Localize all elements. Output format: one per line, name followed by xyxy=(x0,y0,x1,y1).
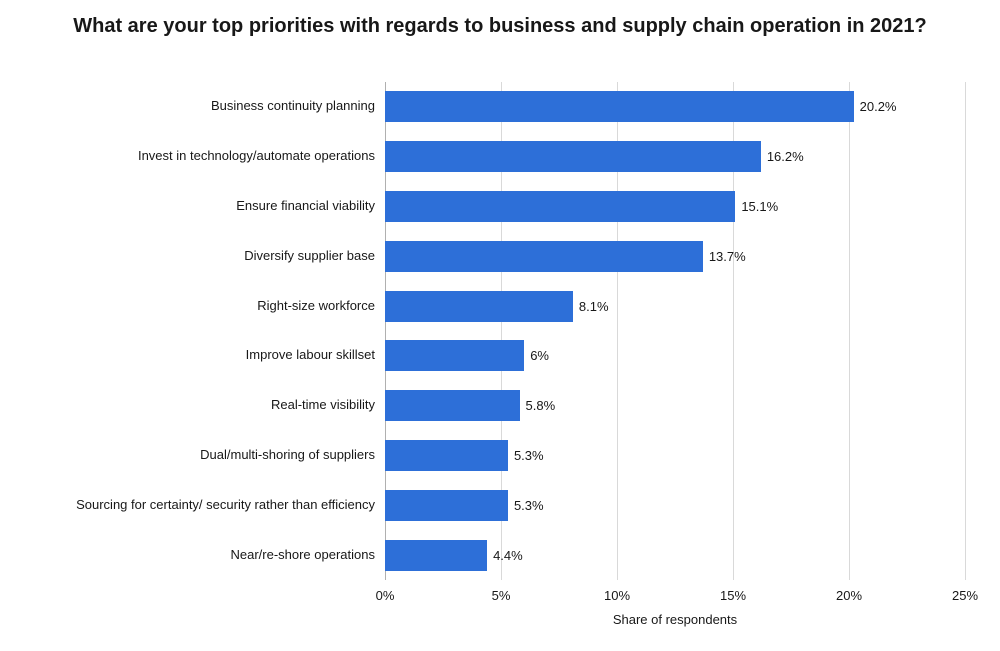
gridline xyxy=(965,82,966,580)
category-label: Diversify supplier base xyxy=(15,231,385,281)
bar xyxy=(385,490,508,521)
category-label: Invest in technology/automate operations xyxy=(15,132,385,182)
value-label: 5.8% xyxy=(520,381,556,431)
x-tick-label: 20% xyxy=(836,588,862,603)
category-label: Ensure financial viability xyxy=(15,182,385,232)
category-label: Business continuity planning xyxy=(15,82,385,132)
bar xyxy=(385,291,573,322)
value-label: 13.7% xyxy=(703,231,746,281)
value-label: 20.2% xyxy=(854,82,897,132)
value-label: 8.1% xyxy=(573,281,609,331)
category-label: Improve labour skillset xyxy=(15,331,385,381)
category-label: Right-size workforce xyxy=(15,281,385,331)
bar xyxy=(385,191,735,222)
category-label: Near/re-shore operations xyxy=(15,530,385,580)
category-label: Real-time visibility xyxy=(15,381,385,431)
value-label: 4.4% xyxy=(487,530,523,580)
bar xyxy=(385,540,487,571)
chart-title: What are your top priorities with regard… xyxy=(0,14,1000,39)
value-label: 16.2% xyxy=(761,132,804,182)
gridline xyxy=(849,82,850,580)
bar xyxy=(385,141,761,172)
value-label: 6% xyxy=(524,331,549,381)
category-label: Sourcing for certainty/ security rather … xyxy=(15,480,385,530)
x-tick-label: 5% xyxy=(492,588,511,603)
chart-container: What are your top priorities with regard… xyxy=(0,0,1000,651)
value-label: 5.3% xyxy=(508,431,544,481)
x-tick-label: 10% xyxy=(604,588,630,603)
bar xyxy=(385,390,520,421)
x-tick-label: 15% xyxy=(720,588,746,603)
category-label: Dual/multi-shoring of suppliers xyxy=(15,431,385,481)
bar xyxy=(385,440,508,471)
bar xyxy=(385,91,854,122)
bar xyxy=(385,241,703,272)
x-tick-label: 25% xyxy=(952,588,978,603)
bar xyxy=(385,340,524,371)
x-tick-label: 0% xyxy=(376,588,395,603)
value-label: 15.1% xyxy=(735,182,778,232)
plot-area: 0%5%10%15%20%25%Business continuity plan… xyxy=(385,82,965,580)
value-label: 5.3% xyxy=(508,480,544,530)
x-axis-label: Share of respondents xyxy=(613,612,737,627)
